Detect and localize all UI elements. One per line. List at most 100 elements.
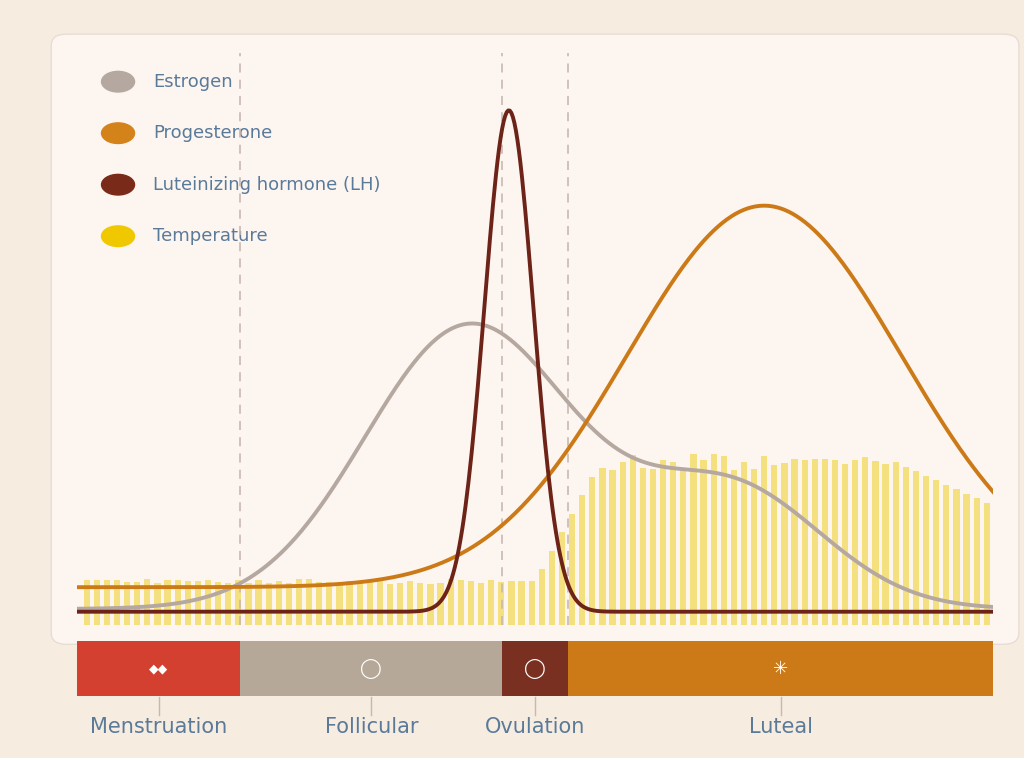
Bar bbox=[893, 462, 899, 625]
Circle shape bbox=[101, 71, 134, 92]
Bar bbox=[174, 581, 181, 625]
Bar bbox=[155, 579, 161, 625]
Bar bbox=[539, 569, 545, 625]
Bar bbox=[609, 456, 615, 625]
Text: Follicular: Follicular bbox=[325, 717, 418, 737]
Text: ◆◆: ◆◆ bbox=[150, 662, 168, 675]
Bar bbox=[953, 489, 959, 625]
Bar bbox=[933, 480, 939, 625]
Bar bbox=[236, 583, 242, 625]
Text: ◯: ◯ bbox=[360, 659, 382, 678]
Bar bbox=[802, 454, 808, 625]
Bar bbox=[296, 584, 302, 625]
Text: Progesterone: Progesterone bbox=[153, 124, 272, 143]
Bar bbox=[447, 581, 454, 625]
Text: Luteinizing hormone (LH): Luteinizing hormone (LH) bbox=[153, 176, 380, 194]
Bar bbox=[964, 493, 970, 625]
Bar bbox=[246, 581, 252, 625]
Circle shape bbox=[101, 174, 134, 195]
Bar bbox=[346, 581, 352, 625]
Bar bbox=[640, 462, 646, 625]
Bar bbox=[761, 463, 767, 625]
Bar bbox=[599, 465, 605, 625]
Circle shape bbox=[101, 123, 134, 143]
Bar bbox=[255, 581, 262, 625]
Bar bbox=[781, 465, 787, 625]
Text: Temperature: Temperature bbox=[153, 227, 267, 245]
Text: Menstruation: Menstruation bbox=[90, 717, 227, 737]
Bar bbox=[397, 580, 403, 625]
Text: Luteal: Luteal bbox=[749, 717, 812, 737]
Bar bbox=[852, 459, 858, 625]
Bar bbox=[660, 460, 667, 625]
Bar bbox=[620, 466, 626, 625]
Bar bbox=[842, 459, 848, 625]
Bar bbox=[943, 484, 949, 625]
Bar bbox=[569, 514, 575, 625]
Bar bbox=[549, 551, 555, 625]
Bar bbox=[408, 584, 414, 625]
Bar bbox=[771, 464, 777, 625]
Bar bbox=[427, 579, 433, 625]
Bar bbox=[650, 455, 656, 625]
Bar bbox=[417, 580, 424, 625]
Bar bbox=[690, 468, 696, 625]
Bar bbox=[468, 580, 474, 625]
Bar bbox=[822, 463, 828, 625]
Bar bbox=[974, 498, 980, 625]
Bar bbox=[903, 467, 909, 625]
Text: ◯: ◯ bbox=[524, 659, 546, 678]
Bar bbox=[195, 581, 201, 625]
Bar bbox=[356, 584, 362, 625]
Bar bbox=[205, 580, 211, 625]
Bar bbox=[367, 584, 373, 625]
Bar bbox=[912, 471, 920, 625]
Bar bbox=[812, 454, 818, 625]
Text: Ovulation: Ovulation bbox=[484, 717, 586, 737]
Bar bbox=[316, 581, 323, 625]
Bar bbox=[528, 582, 535, 625]
Bar bbox=[478, 584, 484, 625]
Bar bbox=[508, 579, 514, 625]
Bar bbox=[225, 579, 231, 625]
Bar bbox=[862, 456, 868, 625]
Bar bbox=[265, 584, 271, 625]
Circle shape bbox=[101, 226, 134, 246]
Bar bbox=[518, 583, 524, 625]
Bar bbox=[731, 467, 737, 625]
Bar bbox=[711, 466, 717, 625]
Bar bbox=[984, 503, 990, 625]
Bar bbox=[488, 583, 495, 625]
Bar bbox=[103, 582, 110, 625]
Bar bbox=[327, 584, 333, 625]
Bar bbox=[275, 584, 282, 625]
Text: ✳: ✳ bbox=[773, 659, 788, 678]
Bar bbox=[184, 584, 190, 625]
Bar bbox=[124, 581, 130, 625]
Bar bbox=[751, 468, 757, 625]
Bar bbox=[215, 582, 221, 625]
Bar bbox=[872, 459, 879, 625]
Bar bbox=[680, 465, 686, 625]
Bar bbox=[589, 477, 595, 625]
Bar bbox=[630, 465, 636, 625]
Bar bbox=[700, 456, 707, 625]
Bar bbox=[670, 466, 676, 625]
Bar bbox=[559, 532, 565, 625]
Bar bbox=[437, 581, 443, 625]
Bar bbox=[165, 580, 171, 625]
Bar bbox=[923, 475, 929, 625]
Bar bbox=[93, 580, 100, 625]
Bar bbox=[144, 579, 151, 625]
Bar bbox=[387, 579, 393, 625]
Bar bbox=[458, 584, 464, 625]
Bar bbox=[721, 466, 727, 625]
Text: Estrogen: Estrogen bbox=[153, 73, 232, 91]
Bar bbox=[306, 584, 312, 625]
Bar bbox=[84, 583, 90, 625]
Bar bbox=[286, 582, 292, 625]
Bar bbox=[831, 468, 838, 625]
Bar bbox=[792, 463, 798, 625]
Bar bbox=[883, 455, 889, 625]
Bar bbox=[336, 579, 343, 625]
